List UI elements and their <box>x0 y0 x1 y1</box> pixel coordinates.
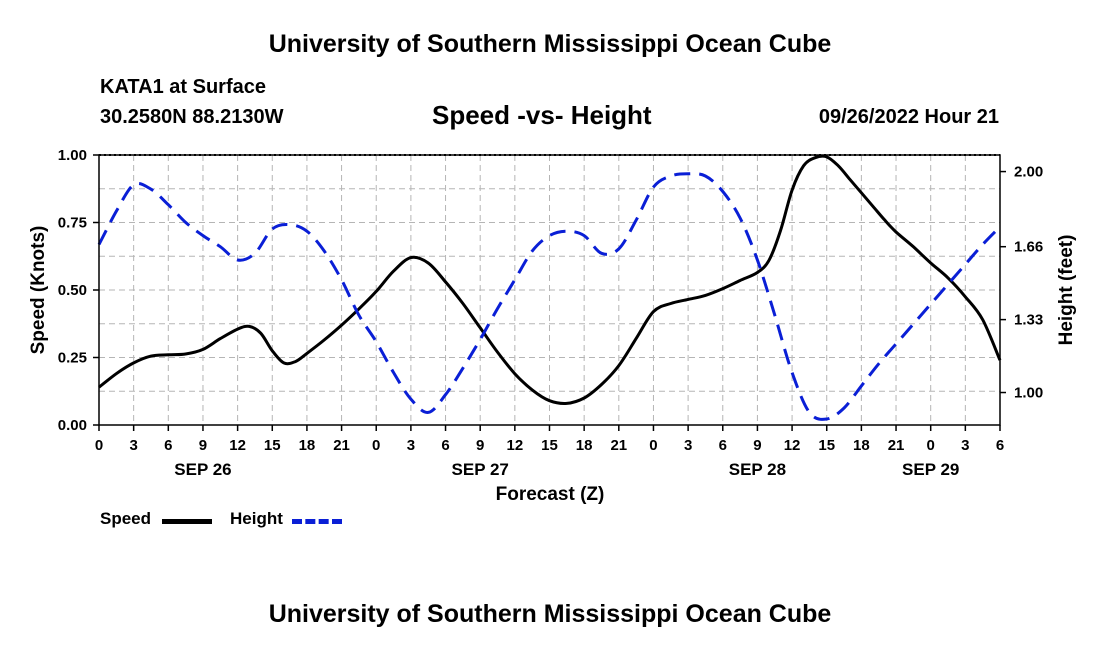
y2-axis-title: Height (feet) <box>1056 235 1077 346</box>
x-tick-label: 18 <box>576 437 593 454</box>
station-label: KATA1 at Surface <box>100 76 266 98</box>
grid-layer <box>99 155 1000 425</box>
x-tick-label: 9 <box>753 437 761 454</box>
x-tick-label: 6 <box>164 437 172 454</box>
x-tick-label: 3 <box>407 437 415 454</box>
x-tick-label: 15 <box>264 437 281 454</box>
y-tick-label: 0.00 <box>58 417 87 434</box>
x-tick-label: 3 <box>129 437 137 454</box>
coordinates-label: 30.2580N 88.2130W <box>100 106 284 128</box>
chart-subtitle: Speed -vs- Height <box>432 100 652 130</box>
axis-layer <box>93 154 1006 431</box>
x-tick-label: 6 <box>441 437 449 454</box>
x-tick-label: 12 <box>507 437 524 454</box>
y2-tick-label: 2.00 <box>1014 164 1043 181</box>
x-tick-label: 0 <box>95 437 103 454</box>
x-tick-label: 0 <box>649 437 657 454</box>
x-tick-label: 18 <box>299 437 316 454</box>
y2-tick-label: 1.66 <box>1014 239 1043 256</box>
label-layer: 0 3 6 9 12 15 18 21 0 3 6 9 12 15 18 21 0 3 6 9 12 15 18 21 0 3 6S… <box>28 147 1077 505</box>
y2-tick-label: 1.00 <box>1014 385 1043 402</box>
x-axis-title: Forecast (Z) <box>496 484 605 505</box>
date-label: SEP 26 <box>174 460 231 479</box>
y-tick-label: 0.50 <box>58 282 87 299</box>
x-tick-label: 21 <box>333 437 350 454</box>
x-tick-label: 9 <box>199 437 207 454</box>
legend-height-swatch <box>292 519 342 524</box>
x-tick-label: 0 <box>927 437 935 454</box>
x-tick-label: 9 <box>476 437 484 454</box>
footer-title: University of Southern Mississippi Ocean… <box>268 600 832 628</box>
y-tick-label: 1.00 <box>58 147 87 164</box>
x-tick-label: 15 <box>818 437 835 454</box>
x-tick-label: 12 <box>229 437 246 454</box>
legend-height-label: Height <box>230 509 283 528</box>
x-tick-label: 18 <box>853 437 870 454</box>
date-label: SEP 27 <box>452 460 509 479</box>
y-axis-title: Speed (Knots) <box>28 226 49 355</box>
legend-speed-swatch <box>162 519 212 524</box>
y-tick-label: 0.75 <box>58 215 87 232</box>
x-tick-label: 6 <box>996 437 1004 454</box>
x-tick-label: 3 <box>961 437 969 454</box>
page-title: University of Southern Mississippi Ocean… <box>268 30 832 58</box>
x-tick-label: 12 <box>784 437 801 454</box>
x-tick-label: 15 <box>541 437 558 454</box>
legend-speed-label: Speed <box>100 509 152 528</box>
x-tick-label: 21 <box>610 437 627 454</box>
x-tick-label: 3 <box>684 437 692 454</box>
series-layer <box>97 154 1002 421</box>
y-tick-label: 0.25 <box>58 350 87 367</box>
date-label: SEP 28 <box>729 460 786 479</box>
series-line-height <box>97 172 1002 421</box>
x-tick-label: 0 <box>372 437 380 454</box>
datetime-label: 09/26/2022 Hour 21 <box>818 106 999 128</box>
y2-tick-label: 1.33 <box>1014 312 1043 329</box>
series-line-speed <box>98 154 1002 405</box>
date-label: SEP 29 <box>902 460 959 479</box>
x-tick-label: 21 <box>888 437 905 454</box>
x-tick-label: 6 <box>719 437 727 454</box>
